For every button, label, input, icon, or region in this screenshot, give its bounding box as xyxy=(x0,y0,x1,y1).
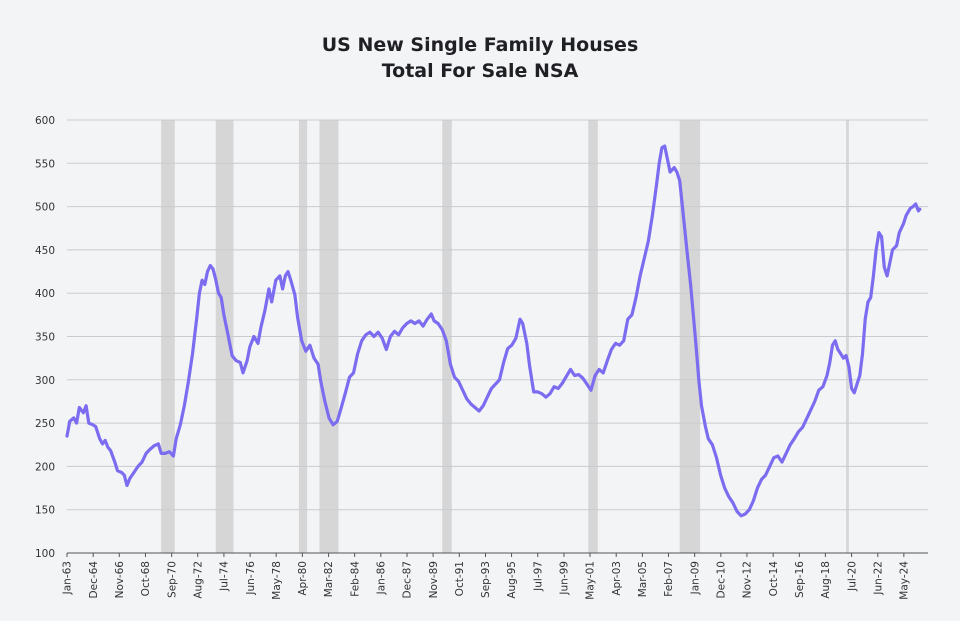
y-tick-label-150: 150 xyxy=(35,505,55,517)
x-tick-label-Nov-66: Nov-66 xyxy=(114,561,126,599)
x-tick-label-Jan-86: Jan-86 xyxy=(376,561,388,596)
x-tick-label-Jun-22: Jun-22 xyxy=(872,561,884,596)
x-tick-label-May-01: May-01 xyxy=(585,561,597,600)
x-tick-label-Oct-14: Oct-14 xyxy=(768,561,780,597)
x-tick-label-Mar-05: Mar-05 xyxy=(637,561,649,597)
x-axis: Jan-63 Dec-64 Nov-66 Oct-68 Sep-70 Aug-72 Jul-… xyxy=(62,552,928,600)
y-tick-label-400: 400 xyxy=(35,288,55,300)
y-tick-label-350: 350 xyxy=(35,332,55,344)
series-line-1 xyxy=(65,144,922,518)
chart-title: US New Single Family Houses Total For Sal… xyxy=(322,34,639,82)
series-layer xyxy=(65,144,922,518)
x-tick-label-Jul-74: Jul-74 xyxy=(219,561,231,592)
x-tick-label-Dec-64: Dec-64 xyxy=(88,561,100,599)
y-axis: 100 150 200 250 300 350 400 450 500 550 600 xyxy=(35,115,55,560)
x-tick-label-May-78: May-78 xyxy=(271,561,283,600)
x-tick-label-Jul-20: Jul-20 xyxy=(846,561,858,592)
x-tick-label-Apr-80: Apr-80 xyxy=(297,561,309,596)
x-tick-label-Jan-09: Jan-09 xyxy=(689,561,701,595)
y-tick-label-500: 500 xyxy=(35,202,55,214)
x-tick-label-Dec-87: Dec-87 xyxy=(402,561,414,598)
x-tick-label-Mar-82: Mar-82 xyxy=(323,561,335,597)
x-tick-label-Sep-16: Sep-16 xyxy=(794,561,806,598)
y-tick-label-550: 550 xyxy=(35,158,55,170)
x-tick-label-Sep-70: Sep-70 xyxy=(166,561,178,598)
x-tick-label-Oct-68: Oct-68 xyxy=(140,561,152,596)
y-tick-label-300: 300 xyxy=(35,375,55,387)
gridlines xyxy=(67,119,928,511)
y-tick-label-200: 200 xyxy=(35,461,55,473)
x-tick-label-Aug-95: Aug-95 xyxy=(506,561,518,599)
x-tick-label-Sep-93: Sep-93 xyxy=(480,561,492,598)
x-tick-label-Jun-99: Jun-99 xyxy=(559,561,571,596)
x-tick-label-Jul-97: Jul-97 xyxy=(532,561,544,592)
y-tick-label-250: 250 xyxy=(35,418,55,430)
x-tick-label-Jun-76: Jun-76 xyxy=(245,561,257,596)
y-tick-label-450: 450 xyxy=(35,245,55,257)
x-tick-label-Nov-12: Nov-12 xyxy=(742,561,754,598)
x-tick-label-Apr-03: Apr-03 xyxy=(611,561,623,596)
chart-title-line-1: US New Single Family Houses xyxy=(322,34,639,56)
y-tick-label-100: 100 xyxy=(35,548,55,560)
x-tick-label-Jan-63: Jan-63 xyxy=(62,561,74,595)
y-tick-label-600: 600 xyxy=(35,115,55,127)
x-tick-label-Aug-72: Aug-72 xyxy=(192,561,204,599)
x-tick-label-Feb-07: Feb-07 xyxy=(663,561,675,597)
x-tick-label-May-24: May-24 xyxy=(899,561,911,600)
x-tick-label-Oct-91: Oct-91 xyxy=(454,561,466,596)
x-tick-label-Dec-10: Dec-10 xyxy=(716,561,728,598)
x-tick-label-Aug-18: Aug-18 xyxy=(820,561,832,599)
chart-title-line-2: Total For Sale NSA xyxy=(382,60,579,82)
x-tick-label-Nov-89: Nov-89 xyxy=(428,561,440,598)
x-tick-label-Feb-84: Feb-84 xyxy=(349,561,361,597)
